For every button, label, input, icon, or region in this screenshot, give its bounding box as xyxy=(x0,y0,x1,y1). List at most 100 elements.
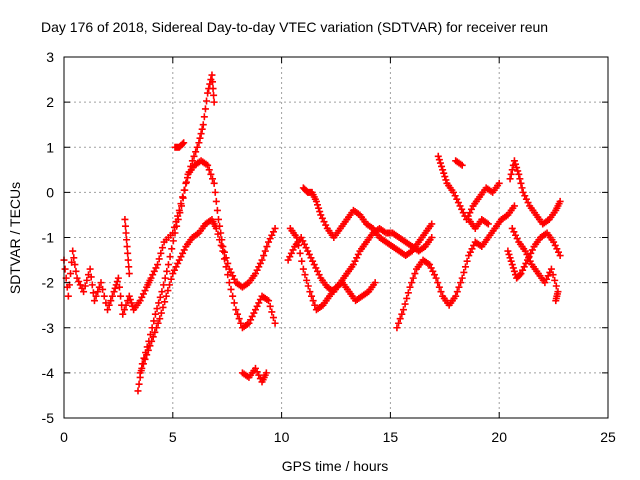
data-point xyxy=(72,267,80,275)
data-point xyxy=(551,276,559,284)
data-point xyxy=(399,306,407,314)
data-point xyxy=(210,98,218,106)
data-point xyxy=(519,188,527,196)
data-point xyxy=(70,254,78,262)
data-point xyxy=(437,288,445,296)
data-point xyxy=(122,229,130,237)
data-point xyxy=(434,152,442,160)
data-point xyxy=(124,249,132,257)
data-point xyxy=(305,250,313,258)
data-point xyxy=(512,231,520,239)
data-point xyxy=(214,230,222,238)
data-point xyxy=(151,310,159,318)
data-point xyxy=(67,270,75,278)
data-point xyxy=(174,215,182,223)
data-point xyxy=(309,257,317,265)
data-point xyxy=(107,297,115,305)
data-point xyxy=(307,254,315,262)
data-point xyxy=(302,244,310,252)
data-point xyxy=(161,298,169,306)
data-point xyxy=(61,265,69,273)
data-point xyxy=(179,194,187,202)
data-point xyxy=(300,240,308,248)
data-point xyxy=(193,143,201,151)
data-point xyxy=(262,369,270,377)
data-point xyxy=(196,134,204,142)
data-point xyxy=(108,292,116,300)
data-point xyxy=(354,250,362,258)
data-point xyxy=(507,170,515,178)
data-point xyxy=(308,292,316,300)
data-point xyxy=(181,186,189,194)
data-point xyxy=(164,287,172,295)
data-point xyxy=(507,257,515,265)
data-point xyxy=(81,282,89,290)
data-point xyxy=(289,246,297,254)
data-point xyxy=(311,301,319,309)
data-point xyxy=(510,228,518,236)
data-point xyxy=(256,259,264,267)
data-point xyxy=(320,218,328,226)
data-point xyxy=(406,283,414,291)
x-tick-label: 0 xyxy=(60,429,68,445)
data-point xyxy=(94,288,102,296)
data-point xyxy=(152,324,160,332)
data-point xyxy=(156,315,164,323)
y-axis-label: SDTVAR / TECUs xyxy=(7,182,23,294)
data-point xyxy=(398,310,406,318)
data-point xyxy=(465,252,473,260)
data-point xyxy=(284,256,292,264)
data-point xyxy=(199,121,207,129)
x-tick-label: 5 xyxy=(169,429,177,445)
data-point xyxy=(250,309,258,317)
data-point xyxy=(351,257,359,265)
data-point xyxy=(269,228,277,236)
data-point xyxy=(169,237,177,245)
data-point xyxy=(429,267,437,275)
data-point xyxy=(154,261,162,269)
data-point xyxy=(461,263,469,271)
data-point xyxy=(315,271,323,279)
data-point xyxy=(126,296,134,304)
data-point xyxy=(408,279,416,287)
data-point xyxy=(551,241,559,249)
data-point xyxy=(105,301,113,309)
data-point xyxy=(205,166,213,174)
y-tick-label: -4 xyxy=(42,365,55,381)
data-point xyxy=(396,315,404,323)
data-point xyxy=(121,215,129,223)
data-point xyxy=(314,201,322,209)
data-point xyxy=(179,140,187,148)
data-point xyxy=(155,299,163,307)
data-point xyxy=(547,265,555,273)
data-point xyxy=(466,209,474,217)
data-point xyxy=(174,259,182,267)
data-point xyxy=(294,241,302,249)
data-point xyxy=(175,256,183,264)
data-point xyxy=(117,292,125,300)
data-point xyxy=(513,164,521,172)
data-point xyxy=(299,237,307,245)
series-track-3 xyxy=(136,215,279,377)
data-point xyxy=(508,261,516,269)
data-point xyxy=(452,292,460,300)
data-point xyxy=(508,166,516,174)
data-point xyxy=(211,188,219,196)
data-point xyxy=(371,279,379,287)
y-tick-label: 0 xyxy=(46,184,54,200)
data-point xyxy=(212,224,220,232)
data-point xyxy=(528,246,536,254)
data-point xyxy=(312,197,320,205)
data-point xyxy=(121,222,129,230)
data-point xyxy=(209,78,217,86)
data-point xyxy=(180,246,188,254)
data-point xyxy=(135,380,143,388)
data-point xyxy=(204,89,212,97)
data-point xyxy=(161,274,169,282)
data-point xyxy=(134,387,142,395)
y-tick-label: 3 xyxy=(46,49,54,65)
data-point xyxy=(190,152,198,160)
data-point xyxy=(220,248,228,256)
data-point xyxy=(210,91,218,99)
x-axis-label: GPS time / hours xyxy=(282,458,389,474)
